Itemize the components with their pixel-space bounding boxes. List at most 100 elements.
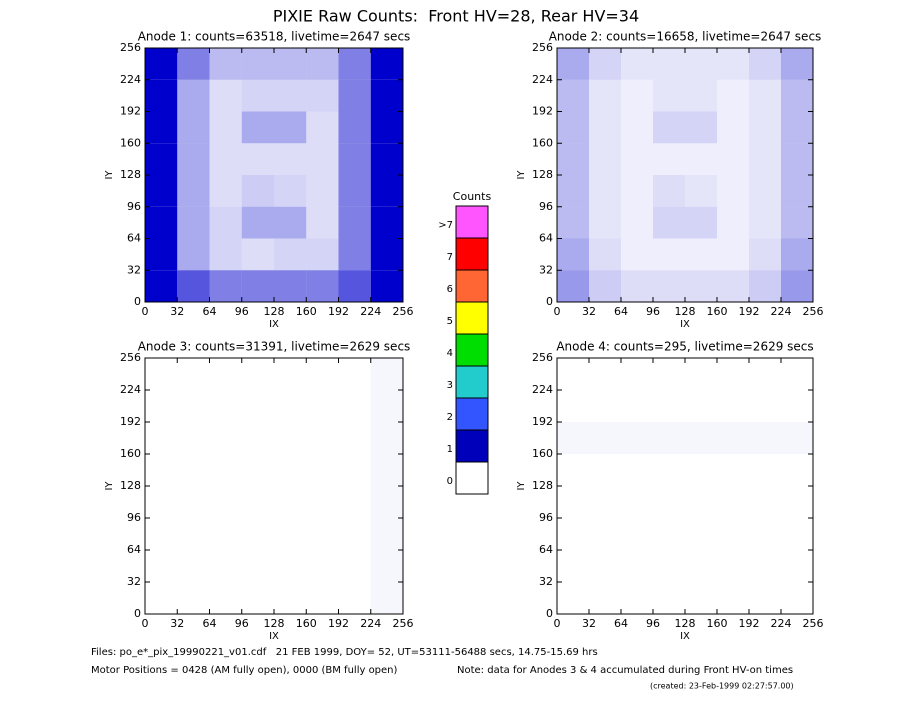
heat-cell <box>557 454 589 486</box>
y-tick-label: 128 <box>120 479 141 492</box>
heat-cell <box>557 486 589 518</box>
heat-cell <box>210 358 242 390</box>
heat-cell <box>177 582 209 614</box>
x-tick-label: 32 <box>170 305 184 318</box>
heat-cell <box>370 206 403 239</box>
colorbar-label: 0 <box>447 476 453 487</box>
y-tick-label: 192 <box>532 105 553 118</box>
heat-cell <box>781 111 813 144</box>
y-tick-label: 96 <box>127 200 141 213</box>
heat-cell <box>177 111 210 144</box>
x-tick-label: 64 <box>614 305 628 318</box>
x-axis-label: IX <box>269 319 279 330</box>
y-tick-label: 192 <box>120 415 141 428</box>
heat-cell <box>749 454 781 486</box>
x-tick-label: 32 <box>582 617 596 630</box>
colorbar-label: 2 <box>447 412 453 423</box>
heat-cell <box>717 358 749 390</box>
y-tick-label: 160 <box>120 447 141 460</box>
heat-cell <box>781 550 813 582</box>
heat-cell <box>621 518 653 550</box>
y-tick-label: 224 <box>120 73 141 86</box>
heat-cell <box>209 238 242 271</box>
x-tick-label: 0 <box>554 305 561 318</box>
heat-cell <box>209 111 242 144</box>
x-tick-label: 224 <box>360 305 381 318</box>
heat-cell <box>306 454 338 486</box>
heat-cell <box>653 390 685 422</box>
heat-cell <box>145 175 178 207</box>
heat-cell <box>145 358 177 390</box>
heat-cell <box>370 238 403 271</box>
y-tick-label: 192 <box>532 415 553 428</box>
heat-cell <box>749 358 781 390</box>
heat-cell <box>557 358 589 390</box>
heat-cell <box>557 518 589 550</box>
footer-files: Files: po_e*_pix_19990221_v01.cdf 21 FEB… <box>91 647 598 658</box>
heat-cell <box>241 111 274 144</box>
heat-cell <box>209 48 242 80</box>
y-tick-label: 224 <box>532 73 553 86</box>
heat-cell <box>621 175 653 207</box>
heat-cell <box>717 270 749 302</box>
x-tick-label: 0 <box>142 305 149 318</box>
heat-cell <box>621 238 653 271</box>
heat-cell <box>306 486 338 518</box>
x-tick-label: 96 <box>646 305 660 318</box>
heat-cell <box>177 550 209 582</box>
heat-cell <box>177 238 210 271</box>
heat-cell <box>589 486 621 518</box>
heat-cell <box>589 454 621 486</box>
heat-cell <box>370 48 403 80</box>
heat-cell <box>749 486 781 518</box>
y-axis-label: IY <box>104 170 115 180</box>
colorbar-swatch <box>455 461 489 495</box>
heat-cell <box>717 550 749 582</box>
heat-cell <box>209 79 242 112</box>
heat-cell <box>717 454 749 486</box>
heat-cell <box>242 550 274 582</box>
heat-cell <box>210 422 242 454</box>
heat-cell <box>717 206 749 239</box>
colorbar-label: 3 <box>447 380 453 391</box>
heat-cell <box>371 550 403 582</box>
colorbar-swatch <box>455 429 489 463</box>
colorbar-label: 6 <box>447 284 453 295</box>
y-tick-label: 32 <box>539 263 553 276</box>
x-tick-label: 192 <box>739 305 760 318</box>
y-tick-label: 0 <box>134 607 141 620</box>
heat-cell <box>749 48 781 80</box>
colorbar-swatch <box>455 333 489 367</box>
heat-cell <box>339 358 371 390</box>
heat-cell <box>209 206 242 239</box>
heat-cell <box>653 486 685 518</box>
heat-cell <box>370 111 403 144</box>
heat-cell <box>781 358 813 390</box>
heat-cell <box>749 550 781 582</box>
heat-cell <box>653 270 685 302</box>
heat-cell <box>339 582 371 614</box>
x-tick-label: 256 <box>393 617 414 630</box>
heat-cell <box>274 486 306 518</box>
heat-cell <box>177 454 209 486</box>
y-tick-label: 128 <box>532 168 553 181</box>
heat-cell <box>209 175 242 207</box>
heat-cell <box>685 48 717 80</box>
heat-cell <box>145 48 178 80</box>
y-tick-label: 0 <box>134 295 141 308</box>
heat-cell <box>717 79 749 112</box>
heat-cell <box>306 390 338 422</box>
heat-cell <box>177 206 210 239</box>
heat-cell <box>242 422 274 454</box>
heat-cell <box>241 48 274 80</box>
heat-cell <box>177 175 210 207</box>
heat-cell <box>749 238 781 271</box>
heat-cell <box>145 111 178 144</box>
y-tick-label: 128 <box>120 168 141 181</box>
colorbar-swatch <box>455 237 489 271</box>
y-tick-label: 96 <box>539 200 553 213</box>
heat-cell <box>781 390 813 422</box>
x-tick-label: 160 <box>296 305 317 318</box>
heat-cell <box>274 518 306 550</box>
heat-cell <box>338 175 371 207</box>
